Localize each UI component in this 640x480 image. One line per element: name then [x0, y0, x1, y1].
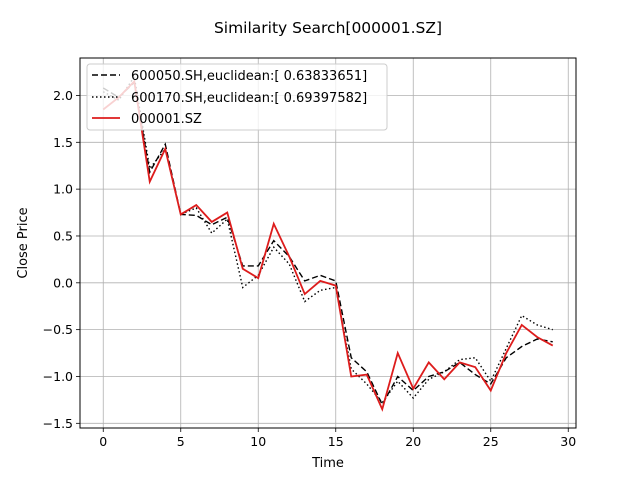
x-tick-label: 20 [405, 434, 421, 449]
x-axis-label: Time [311, 456, 344, 471]
y-axis-label: Close Price [16, 207, 31, 278]
y-tick-label: 0.5 [53, 228, 73, 243]
chart-title: Similarity Search[000001.SZ] [214, 19, 442, 37]
y-tick-label: 0.0 [53, 275, 73, 290]
y-tick-label: −1.0 [43, 369, 73, 384]
x-tick-label: 30 [560, 434, 576, 449]
x-tick-label: 10 [250, 434, 266, 449]
y-tick-label: 1.0 [53, 182, 73, 197]
legend-label-600170: 600170.SH,euclidean:[ 0.69397582] [131, 91, 367, 106]
legend: 600050.SH,euclidean:[ 0.63833651] 600170… [87, 64, 387, 130]
y-tick-label: −0.5 [43, 322, 73, 337]
x-tick-label: 5 [177, 434, 185, 449]
x-tick-label: 15 [328, 434, 344, 449]
x-tick-label: 0 [99, 434, 107, 449]
x-tick-label: 25 [483, 434, 499, 449]
legend-label-000001: 000001.SZ [131, 112, 202, 127]
legend-label-600050: 600050.SH,euclidean:[ 0.63833651] [131, 69, 367, 84]
y-tick-label: 1.5 [53, 135, 73, 150]
y-tick-label: 2.0 [53, 88, 73, 103]
y-tick-label: −1.5 [43, 416, 73, 431]
